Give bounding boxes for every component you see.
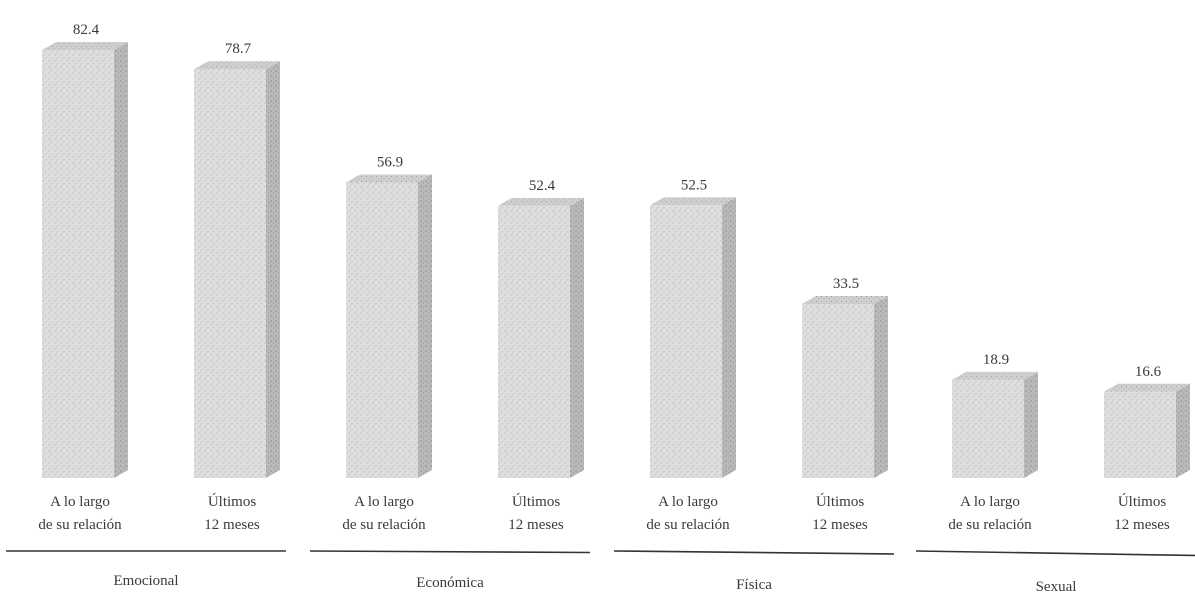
bar-front (1104, 391, 1176, 478)
group-label: Sexual (1036, 579, 1077, 595)
bar-front (346, 182, 418, 478)
bar-3-1 (650, 197, 736, 478)
category-label-line1: Últimos (1118, 493, 1167, 510)
data-label: 82.4 (73, 22, 100, 38)
bar-4-1 (952, 371, 1038, 478)
bar-1-1 (42, 42, 128, 478)
group-rule (613, 550, 895, 555)
bars-layer (42, 42, 1190, 478)
bar-1-2 (194, 61, 280, 478)
category-label-line1: Últimos (816, 493, 865, 510)
bar-side (114, 42, 128, 478)
data-label: 78.7 (225, 41, 252, 57)
bar-top (650, 197, 736, 206)
bar-side (570, 197, 584, 478)
data-label: 33.5 (833, 276, 859, 292)
bar-top (194, 61, 280, 70)
group-label: Económica (416, 575, 484, 591)
bar-side (418, 174, 432, 478)
bar-front (194, 69, 266, 478)
bar-4-2 (1104, 383, 1190, 478)
bar-side (874, 295, 888, 478)
category-label-line1: A lo largo (354, 494, 414, 510)
bar-2-2 (498, 197, 584, 478)
category-label-line2: 12 meses (1114, 517, 1170, 533)
category-label-line1: A lo largo (658, 494, 718, 510)
category-label-line2: de su relación (646, 517, 730, 533)
bar-front (802, 303, 874, 478)
data-label: 16.6 (1135, 364, 1162, 380)
bar-front (498, 205, 570, 478)
bar-side (266, 61, 280, 478)
category-label-line2: de su relación (342, 517, 426, 533)
bar-front (42, 50, 114, 478)
bar-front (952, 379, 1024, 478)
labels-layer: 82.4 A lo largo de su relación 78.7 Últimos 1… (6, 22, 1195, 595)
data-label: 18.9 (983, 352, 1009, 368)
bar-side (1024, 371, 1038, 478)
group-label: Física (736, 577, 772, 593)
bar-top (498, 197, 584, 206)
bar-top (1104, 383, 1190, 392)
bar-top (42, 42, 128, 50)
bar-top (952, 371, 1038, 380)
bar-side (722, 197, 736, 478)
group-rule (309, 550, 591, 554)
bar-front (650, 205, 722, 478)
category-label-line2: de su relación (38, 517, 122, 533)
category-label-line2: de su relación (948, 517, 1032, 533)
bar-top (802, 295, 888, 304)
category-label-line1: Últimos (208, 493, 257, 510)
group-rule (915, 550, 1195, 557)
group-label: Emocional (114, 573, 179, 589)
category-label-line1: A lo largo (50, 494, 110, 510)
category-label-line1: A lo largo (960, 494, 1020, 510)
bar-side (1176, 383, 1190, 478)
category-label-line2: 12 meses (812, 517, 868, 533)
data-label: 52.4 (529, 178, 556, 194)
data-label: 56.9 (377, 154, 403, 170)
bar-3-2 (802, 295, 888, 478)
category-label-line1: Últimos (512, 493, 561, 510)
bar-top (346, 174, 432, 183)
category-label-line2: 12 meses (508, 517, 564, 533)
bar-2-1 (346, 174, 432, 478)
category-label-line2: 12 meses (204, 517, 260, 533)
data-label: 52.5 (681, 177, 707, 193)
